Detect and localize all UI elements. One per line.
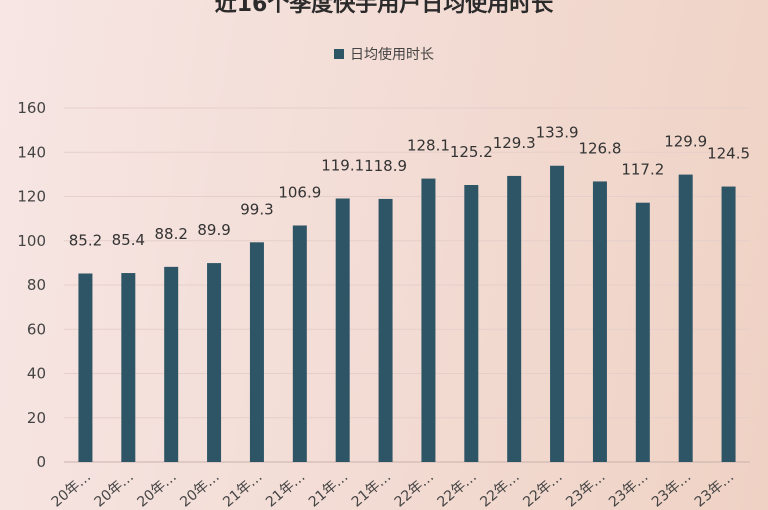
bar <box>592 181 607 462</box>
x-tick-label: 21年… <box>306 469 351 510</box>
x-tick-label: 22年… <box>392 469 437 510</box>
data-label: 106.9 <box>278 183 321 201</box>
y-tick-label: 0 <box>36 453 46 471</box>
bar <box>78 273 93 462</box>
x-tick-label: 23年… <box>692 469 737 510</box>
bar <box>378 198 393 462</box>
data-label: 118.9 <box>364 157 407 175</box>
y-tick-label: 20 <box>27 409 46 427</box>
x-tick-label: 22年… <box>434 469 479 510</box>
x-tick-label: 23年… <box>649 469 694 510</box>
x-tick-label: 22年… <box>477 469 522 510</box>
data-label: 89.9 <box>197 221 230 239</box>
data-label: 117.2 <box>621 161 664 179</box>
bar <box>121 273 136 462</box>
x-tick-label: 21年… <box>263 469 308 510</box>
bar <box>507 175 522 462</box>
bar <box>464 184 479 462</box>
bar <box>207 263 222 462</box>
data-label: 99.3 <box>240 200 273 218</box>
x-tick-label: 21年… <box>349 469 394 510</box>
x-tick-label: 20年… <box>49 469 94 510</box>
bar <box>249 242 264 462</box>
data-label: 128.1 <box>407 137 450 155</box>
y-tick-label: 140 <box>17 143 46 161</box>
x-tick-label: 20年… <box>91 469 136 510</box>
bar <box>721 186 736 462</box>
chart-title: 近16个季度快手用户日均使用时长 <box>214 0 554 17</box>
y-tick-label: 160 <box>17 99 46 117</box>
data-label: 133.9 <box>536 124 579 142</box>
data-label: 125.2 <box>450 143 493 161</box>
y-tick-label: 100 <box>17 232 46 250</box>
x-tick-label: 23年… <box>563 469 608 510</box>
data-label: 85.4 <box>112 231 145 249</box>
bar <box>164 266 179 462</box>
bar <box>550 165 565 462</box>
x-tick-label: 20年… <box>134 469 179 510</box>
bar <box>292 225 307 462</box>
bar <box>635 202 650 462</box>
y-tick-label: 60 <box>27 320 46 338</box>
legend-label: 日均使用时长 <box>350 47 434 63</box>
data-label: 129.3 <box>493 134 536 152</box>
x-tick-label: 21年… <box>220 469 265 510</box>
x-tick-label: 22年… <box>520 469 565 510</box>
data-label: 124.5 <box>707 145 750 163</box>
x-tick-label: 20年… <box>177 469 222 510</box>
y-tick-label: 120 <box>17 188 46 206</box>
data-label: 88.2 <box>154 225 187 243</box>
data-label: 119.1 <box>321 156 364 174</box>
data-label: 126.8 <box>578 139 621 157</box>
x-tick-label: 23年… <box>606 469 651 510</box>
bar <box>335 198 350 462</box>
bar <box>678 174 693 462</box>
y-tick-label: 80 <box>27 276 46 294</box>
data-label: 85.2 <box>69 231 102 249</box>
y-tick-label: 40 <box>27 365 46 383</box>
chart-legend: 日均使用时长 <box>0 44 768 64</box>
bar <box>421 178 436 463</box>
data-label: 129.9 <box>664 133 707 151</box>
legend-swatch <box>334 49 344 59</box>
